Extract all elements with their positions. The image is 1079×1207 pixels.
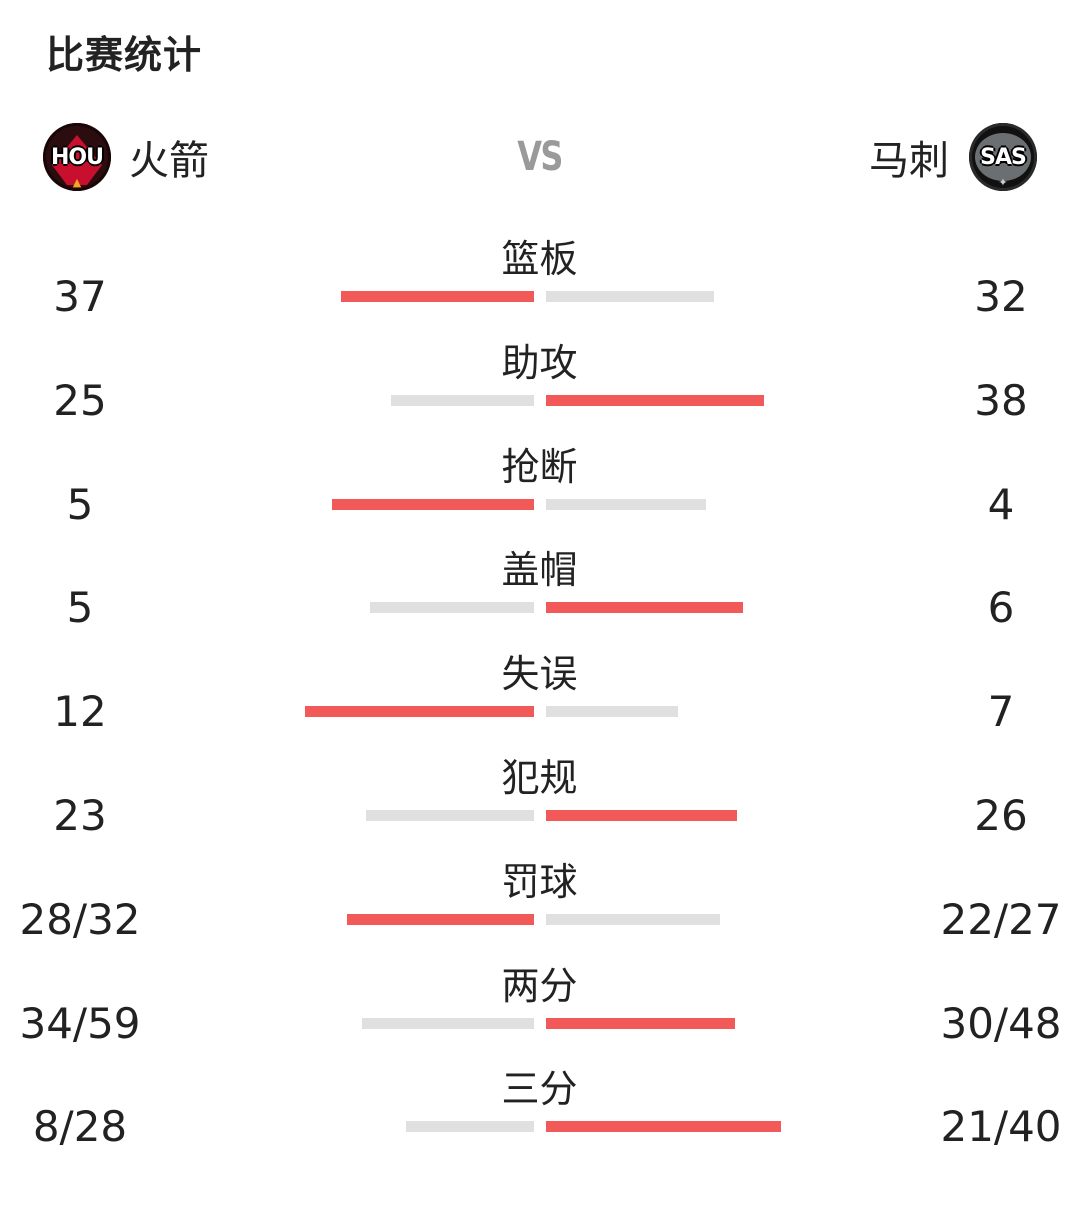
away-stat-bar — [546, 1121, 781, 1132]
stat-label: 盖帽 — [501, 548, 578, 592]
away-stat-value: 21/40 — [940, 1102, 1062, 1151]
stat-row: 犯规 23 26 — [0, 753, 1079, 857]
away-stat-bar — [546, 914, 720, 925]
home-stat-bar — [406, 1121, 534, 1132]
away-stat-value: 32 — [974, 272, 1028, 321]
stat-label: 助攻 — [501, 341, 578, 385]
stat-label: 篮板 — [501, 237, 578, 281]
home-stat-value: 37 — [53, 272, 107, 321]
stat-row: 盖帽 5 6 — [0, 545, 1079, 649]
away-stat-value: 30/48 — [940, 999, 1062, 1048]
stat-row: 篮板 37 32 — [0, 234, 1079, 338]
home-stat-value: 12 — [53, 687, 107, 736]
away-stat-bar — [546, 602, 743, 613]
stat-label: 犯规 — [501, 756, 578, 800]
stat-label: 失误 — [501, 652, 578, 696]
rockets-logo-icon: HOU ▲ — [43, 123, 111, 191]
away-team-name: 马刺 — [869, 138, 949, 184]
home-stat-bar — [366, 810, 534, 821]
home-stat-value: 5 — [66, 583, 94, 632]
away-stat-value: 22/27 — [940, 895, 1062, 944]
home-stat-value: 25 — [53, 376, 107, 425]
home-team[interactable]: HOU ▲ 火箭 — [43, 122, 209, 192]
stat-label: 三分 — [501, 1067, 578, 1111]
stat-row: 失误 12 7 — [0, 649, 1079, 753]
away-stat-bar — [546, 499, 706, 510]
away-stat-bar — [546, 706, 678, 717]
spurs-logo-icon: SAS ✦ — [969, 123, 1037, 191]
stat-row: 三分 8/28 21/40 — [0, 1064, 1079, 1168]
away-team[interactable]: 马刺 SAS ✦ — [869, 122, 1037, 192]
page-title: 比赛统计 — [46, 33, 203, 77]
home-stat-value: 34/59 — [19, 999, 141, 1048]
home-stat-bar — [370, 602, 534, 613]
home-stat-bar — [347, 914, 534, 925]
home-stat-bar — [305, 706, 534, 717]
away-stat-value: 4 — [987, 480, 1015, 529]
away-stat-value: 7 — [987, 687, 1015, 736]
home-team-name: 火箭 — [129, 138, 209, 184]
spur-star-icon: ✦ — [998, 176, 1008, 189]
home-stat-value: 28/32 — [19, 895, 141, 944]
stat-row: 抢断 5 4 — [0, 442, 1079, 546]
home-stat-bar — [341, 291, 534, 302]
stat-label: 抢断 — [501, 445, 578, 489]
stat-label: 两分 — [501, 964, 578, 1008]
stat-row: 助攻 25 38 — [0, 338, 1079, 442]
away-logo-text: SAS — [980, 144, 1027, 170]
home-stat-bar — [362, 1018, 534, 1029]
away-stat-value: 38 — [974, 376, 1028, 425]
away-stat-bar — [546, 291, 714, 302]
home-stat-bar — [332, 499, 534, 510]
away-stat-bar — [546, 810, 737, 821]
vs-label: VS — [517, 134, 563, 180]
home-logo-text: HOU — [51, 144, 104, 170]
stat-row: 两分 34/59 30/48 — [0, 961, 1079, 1065]
away-stat-bar — [546, 395, 764, 406]
flame-icon: ▲ — [72, 176, 82, 189]
home-stat-value: 5 — [66, 480, 94, 529]
stat-row: 罚球 28/32 22/27 — [0, 857, 1079, 961]
home-stat-value: 8/28 — [32, 1102, 128, 1151]
home-stat-bar — [391, 395, 534, 406]
home-stat-value: 23 — [53, 791, 107, 840]
stat-label: 罚球 — [501, 860, 578, 904]
away-stat-bar — [546, 1018, 735, 1029]
away-stat-value: 26 — [974, 791, 1028, 840]
away-stat-value: 6 — [987, 583, 1015, 632]
